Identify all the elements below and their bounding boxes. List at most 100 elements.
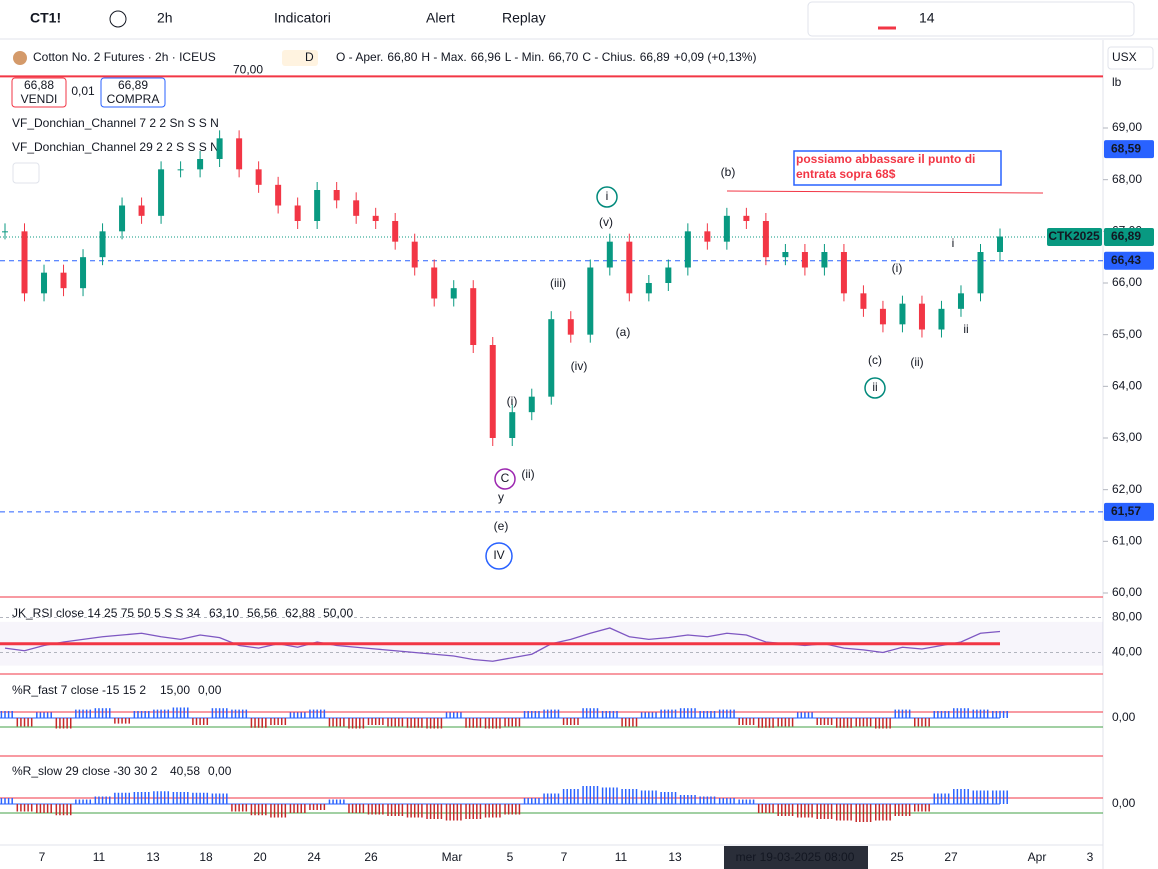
candle: [489, 345, 496, 438]
candle: [567, 319, 574, 335]
wave-label: i: [952, 236, 955, 250]
candle: [704, 231, 711, 242]
candle: [528, 396, 535, 413]
wave-label: (i): [892, 261, 903, 275]
wave-label: IV: [493, 548, 504, 562]
currency[interactable]: USX: [1112, 50, 1137, 64]
add-icon[interactable]: [109, 10, 127, 28]
panel-legend: %R_fast 7 close -15 15 2: [12, 683, 146, 697]
y-tick-label: 0,00: [1112, 796, 1136, 810]
wave-label: ii: [963, 322, 968, 336]
trend-line[interactable]: [726, 190, 1044, 194]
ohlc-value: C - Chius.: [582, 50, 635, 64]
candle: [158, 169, 165, 216]
candle: [762, 221, 769, 258]
price-label-box: [1104, 251, 1154, 270]
candle: [177, 169, 184, 171]
crosshair-date-box: [724, 846, 868, 869]
candle: [60, 272, 67, 289]
panel-value: 0,00: [198, 683, 222, 697]
ohlc-value: 66,70: [548, 50, 578, 64]
wave-label: (i): [507, 394, 518, 408]
ohlc-value: +0,09 (+0,13%): [674, 50, 757, 64]
wave-label: (v): [599, 215, 613, 229]
candle: [509, 412, 516, 438]
candle: [684, 231, 691, 268]
candle: [450, 288, 457, 299]
date-label: 20: [253, 850, 267, 864]
wave-label: (ii): [910, 355, 923, 369]
candle: [333, 190, 340, 201]
ohlc-value: L - Min.: [505, 50, 545, 64]
panel-value: 0,00: [208, 764, 232, 778]
price-label-box: [1104, 502, 1154, 521]
interval[interactable]: 2h: [157, 10, 173, 26]
ohlc-value: O - Aper.: [336, 50, 383, 64]
date-label: 26: [364, 850, 378, 864]
symbol-label: CTK2025: [1048, 229, 1100, 243]
date-label: 18: [199, 850, 213, 864]
alert-button[interactable]: Alert: [426, 10, 455, 26]
legend-title: Cotton No. 2 Futures · 2h · ICEUS: [33, 50, 216, 64]
symbol[interactable]: CT1!: [30, 10, 61, 26]
wave-label: (iv): [571, 359, 588, 373]
candle: [606, 241, 613, 268]
candle: [626, 241, 633, 294]
candle: [255, 169, 262, 185]
wave-label: (ii): [521, 467, 534, 481]
study-legend: VF_Donchian_Channel 29 2 2 S S S N: [12, 140, 219, 154]
wave-label: (a): [616, 325, 631, 339]
candle: [918, 303, 925, 330]
wave-label: y: [498, 490, 504, 504]
wave-label: (iii): [550, 276, 566, 290]
buy-button[interactable]: [100, 77, 166, 108]
panel-value: 56,56: [247, 606, 277, 620]
font-size[interactable]: 14: [919, 10, 935, 26]
ohlc-value: 66,89: [640, 50, 670, 64]
date-label: 11: [93, 850, 106, 864]
candle: [216, 138, 223, 159]
candle: [294, 205, 301, 221]
indicators-button[interactable]: Indicatori: [274, 10, 331, 26]
date-label: 13: [146, 850, 160, 864]
candle: [2, 231, 8, 233]
date-label: 7: [561, 850, 568, 864]
legend-flag: D: [305, 50, 314, 64]
buy-label: COMPRA: [107, 92, 160, 106]
y-tick-label: 40,00: [1112, 645, 1142, 659]
candle: [431, 267, 438, 299]
panel-value: 62,88: [285, 606, 315, 620]
collapse-button[interactable]: [12, 162, 40, 184]
replay-button[interactable]: Replay: [502, 10, 546, 26]
candle: [392, 221, 399, 242]
candle: [470, 288, 477, 345]
candle: [353, 200, 360, 216]
ohlc-value: H - Max.: [421, 50, 466, 64]
y-tick-label: 66,00: [1112, 275, 1142, 289]
wave-label: ii: [872, 380, 877, 394]
y-tick-label: 68,00: [1112, 172, 1142, 186]
date-label: 7: [39, 850, 46, 864]
date-label: mer 19-03-2025 08:00: [736, 850, 855, 864]
y-tick-label: 69,00: [1112, 120, 1142, 134]
y-tick-label: 65,00: [1112, 327, 1142, 341]
sell-button[interactable]: [11, 77, 67, 108]
candle: [41, 272, 48, 294]
candle: [197, 159, 204, 170]
date-label: 13: [668, 850, 682, 864]
wave-label: C: [501, 471, 510, 485]
candle: [372, 215, 379, 221]
wave-label: (b): [721, 165, 736, 179]
date-label: Apr: [1028, 850, 1047, 864]
annotation-box[interactable]: [793, 150, 1002, 186]
date-label: 27: [944, 850, 958, 864]
panel-legend: JK_RSI close 14 25 75 50 5 S S 34: [12, 606, 200, 620]
y-tick-label: 64,00: [1112, 379, 1142, 393]
candle: [548, 319, 555, 397]
wave-label: i: [606, 189, 609, 203]
y-tick-label: 80,00: [1112, 610, 1142, 624]
date-label: Mar: [442, 850, 463, 864]
unit[interactable]: lb: [1112, 75, 1122, 89]
wave-label: (c): [868, 353, 882, 367]
candle: [99, 231, 106, 258]
